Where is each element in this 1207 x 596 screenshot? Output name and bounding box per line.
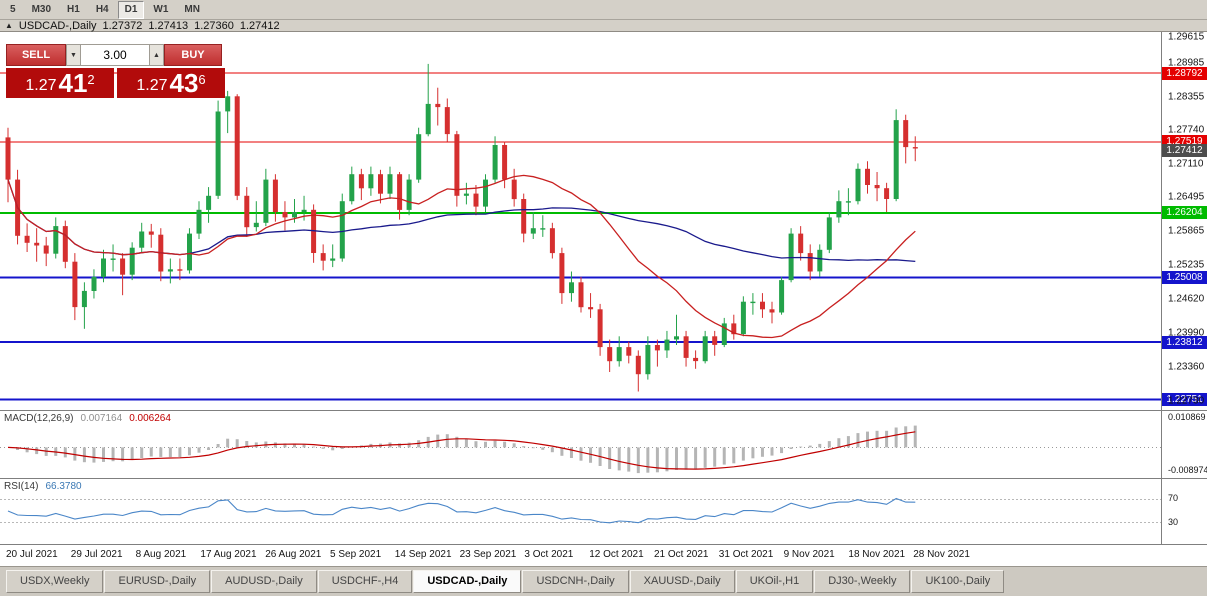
- rsi-level-label: 30: [1168, 516, 1179, 527]
- date-label: 31 Oct 2021: [718, 549, 774, 560]
- chart-tab-uk100-daily[interactable]: UK100-,Daily: [911, 570, 1005, 593]
- price-level-badge: 1.25008: [1162, 271, 1207, 284]
- date-label: 23 Sep 2021: [459, 549, 517, 560]
- price-axis-label: 1.29615: [1168, 32, 1205, 43]
- ohlc-high: 1.27413: [148, 19, 189, 32]
- macd-histogram: [0, 425, 1161, 474]
- price-axis-label: 1.25865: [1168, 225, 1205, 237]
- timeframe-button-w1[interactable]: W1: [153, 3, 169, 15]
- timeframe-button-d1[interactable]: D1: [117, 0, 145, 19]
- price-axis-label: 1.27740: [1168, 124, 1205, 136]
- chart-tab-ukoil-h1[interactable]: UKOil-,H1: [735, 570, 814, 593]
- macd-axis-max: 0.010869: [1168, 412, 1206, 422]
- macd-label-row: MACD(12,26,9) 0.007164 0.006264: [4, 413, 171, 424]
- price-axis-label: 1.24620: [1168, 293, 1205, 304]
- rsi-axis[interactable]: 70 30: [1161, 479, 1207, 544]
- one-click-panel-toggle-icon[interactable]: ▲: [5, 21, 13, 30]
- date-label: 8 Aug 2021: [135, 549, 187, 560]
- macd-axis[interactable]: 0.010869 -0.008974: [1161, 411, 1207, 478]
- macd-indicator-panel[interactable]: MACD(12,26,9) 0.007164 0.006264 0.010869…: [0, 410, 1207, 478]
- ohlc-open: 1.27372: [102, 19, 143, 32]
- chart-tab-eurusd-daily[interactable]: EURUSD-,Daily: [104, 570, 211, 593]
- ask-big-figure: 1.27: [136, 77, 168, 94]
- rsi-level-label: 70: [1168, 493, 1179, 504]
- volume-input[interactable]: 3.00: [81, 44, 149, 66]
- date-label: 14 Sep 2021: [394, 549, 452, 560]
- timeframe-button-h4[interactable]: H4: [95, 3, 109, 15]
- timeframe-toolbar: 5 M30 H1 H4 D1 W1 MN: [0, 0, 1207, 20]
- macd-bars-layer: [16, 425, 917, 474]
- chart-tabs-bar: USDX,Weekly EURUSD-,Daily AUDUSD-,Daily USD…: [0, 566, 1207, 596]
- sell-button[interactable]: SELL: [6, 44, 66, 66]
- price-level-badge: 1.22751: [1162, 393, 1207, 406]
- chart-tab-dj30-weekly[interactable]: DJ30-,Weekly: [814, 570, 911, 593]
- bid-point: 2: [87, 72, 95, 87]
- date-label: 18 Nov 2021: [848, 549, 906, 560]
- time-axis[interactable]: 20 Jul 2021 29 Jul 2021 8 Aug 2021 17 Aug 2…: [0, 544, 1207, 566]
- price-axis-label: 1.23360: [1168, 361, 1205, 373]
- timeframe-button-5[interactable]: 5: [10, 3, 16, 15]
- bid-big-figure: 1.27: [25, 77, 57, 94]
- chart-tab-usdchf-h4[interactable]: USDCHF-,H4: [317, 570, 413, 593]
- ask-price-display[interactable]: 1.27 43 6: [117, 68, 225, 98]
- date-label: 20 Jul 2021: [6, 549, 58, 560]
- timeframe-buttons: 5 M30 H1 H4 D1 W1 MN: [3, 0, 209, 19]
- date-label: 3 Oct 2021: [524, 549, 574, 560]
- rsi-name: RSI(14): [4, 481, 39, 492]
- price-axis-label: 1.27110: [1168, 158, 1204, 170]
- price-axis-label: 1.22730: [1168, 395, 1205, 407]
- rsi-indicator-panel[interactable]: RSI(14) 66.3780 70 30: [0, 478, 1207, 544]
- price-axis-label: 1.28985: [1168, 57, 1205, 68]
- buy-button[interactable]: BUY: [164, 44, 222, 66]
- price-level-badge: 1.26204: [1162, 206, 1207, 220]
- bid-pips: 41: [58, 68, 88, 98]
- bid-price-display[interactable]: 1.27 41 2: [6, 68, 114, 98]
- date-label: 26 Aug 2021: [265, 549, 322, 560]
- date-label: 29 Jul 2021: [70, 549, 123, 560]
- price-level-badge: 1.23812: [1162, 335, 1207, 349]
- macd-name: MACD(12,26,9): [4, 413, 74, 424]
- macd-main-value: 0.007164: [80, 413, 123, 424]
- price-axis-label: 1.23990: [1168, 327, 1205, 338]
- date-label: 5 Sep 2021: [330, 549, 382, 560]
- chart-title-symbol: USDCAD-,Daily: [18, 19, 97, 32]
- macd-signal-value: 0.006264: [129, 413, 171, 424]
- timeframe-button-h1[interactable]: H1: [67, 3, 80, 15]
- date-label: 12 Oct 2021: [589, 549, 644, 560]
- macd-axis-min: -0.008974: [1168, 465, 1207, 475]
- candlestick-chart: [0, 63, 1161, 401]
- date-label: 9 Nov 2021: [783, 549, 835, 560]
- chart-tab-usdx-weekly[interactable]: USDX,Weekly: [6, 570, 104, 593]
- ohlc-low: 1.27360: [194, 19, 234, 32]
- date-label: 17 Aug 2021: [200, 549, 257, 560]
- price-axis-label: 1.25235: [1168, 259, 1205, 271]
- date-label: 21 Oct 2021: [654, 549, 709, 560]
- timeframe-button-mn[interactable]: MN: [184, 3, 200, 15]
- price-axis-label: 1.28355: [1168, 91, 1205, 103]
- ask-pips: 43: [169, 68, 199, 98]
- chart-tab-audusd-daily[interactable]: AUDUSD-,Daily: [211, 570, 317, 593]
- current-price-badge: 1.27412: [1162, 144, 1207, 158]
- volume-decrease-button[interactable]: ▼: [66, 44, 81, 66]
- ohlc-close: 1.27412: [239, 19, 280, 32]
- candles-layer: [5, 63, 918, 392]
- price-axis-label: 1.26495: [1168, 191, 1205, 203]
- rsi-label-row: RSI(14) 66.3780: [4, 481, 82, 492]
- ask-point: 6: [198, 72, 206, 87]
- chart-tab-usdcnh-daily[interactable]: USDCNH-,Daily: [522, 570, 629, 593]
- timeframe-button-m30[interactable]: M30: [31, 3, 52, 15]
- chart-tab-usdcad-daily[interactable]: USDCAD-,Daily: [413, 570, 522, 593]
- chart-window-title-bar: ▲ USDCAD-,Daily 1.27372 1.27413 1.27360 …: [0, 20, 1207, 32]
- volume-increase-button[interactable]: ▲: [149, 44, 164, 66]
- rsi-value: 66.3780: [45, 481, 82, 492]
- main-chart-area[interactable]: 1.28792 1.27519 1.26204 1.25008 1.23812 1.227…: [0, 32, 1207, 410]
- price-axis[interactable]: 1.28792 1.27519 1.26204 1.25008 1.23812 1.227…: [1161, 32, 1207, 410]
- chart-tab-xauusd-daily[interactable]: XAUUSD-,Daily: [629, 570, 735, 593]
- rsi-line-chart: [0, 497, 1161, 524]
- one-click-trading-panel: SELL ▼ 3.00 ▲ BUY 1.27 41 2 1.27 43 6: [6, 44, 228, 98]
- price-level-badge: 1.28792: [1162, 66, 1207, 80]
- date-label: 28 Nov 2021: [913, 549, 970, 560]
